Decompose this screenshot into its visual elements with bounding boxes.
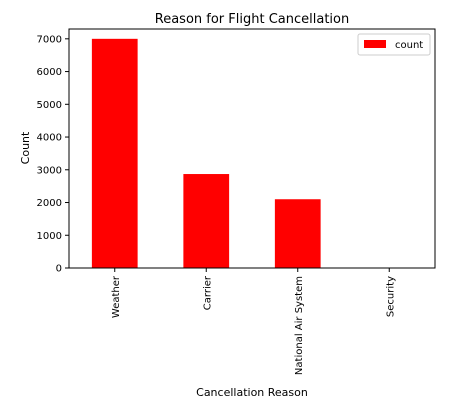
bar: [183, 174, 230, 268]
y-tick-label: 7000: [37, 34, 62, 45]
chart-title: Reason for Flight Cancellation: [155, 12, 349, 27]
bar: [91, 38, 138, 269]
y-tick-label: 1000: [37, 231, 62, 242]
y-tick-label: 4000: [37, 133, 62, 144]
x-axis-label: Cancellation Reason: [196, 386, 308, 399]
legend-box: [357, 33, 431, 56]
y-tick-label: 3000: [37, 165, 62, 176]
legend-label: count: [395, 40, 423, 51]
y-tick-label: 0: [56, 264, 62, 275]
x-tick-label: Security: [385, 276, 396, 317]
bar: [274, 199, 321, 268]
x-tick-label: Carrier: [202, 275, 213, 310]
y-tick-label: 5000: [37, 100, 62, 111]
y-axis: 0 1000 2000 3000 4000 5000 6000 7000: [37, 34, 69, 275]
y-axis-label: Count: [19, 131, 32, 164]
legend: count: [357, 33, 431, 56]
x-axis: Weather Carrier National Air System Securit…: [111, 268, 396, 375]
x-tick-label: National Air System: [294, 276, 305, 375]
y-tick-label: 6000: [37, 67, 62, 78]
legend-swatch: [364, 40, 386, 48]
y-tick-label: 2000: [37, 198, 62, 209]
plot-frame: [68, 28, 436, 269]
x-tick-label: Weather: [111, 275, 122, 318]
bars: [91, 38, 321, 269]
